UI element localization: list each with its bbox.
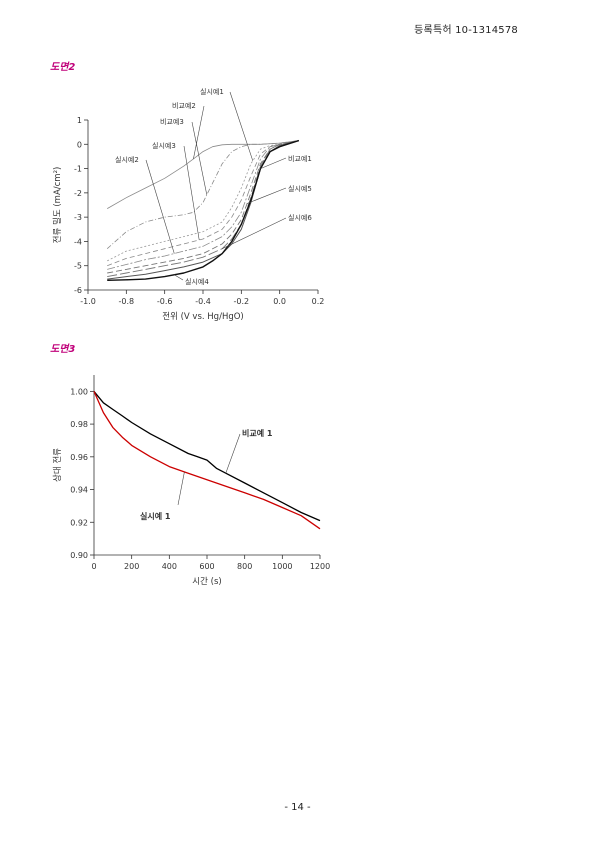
annotation-leader-4 <box>145 159 175 254</box>
x-tick-label: 1200 <box>310 562 330 571</box>
series-line-3 <box>107 140 299 267</box>
x-tick-label: 0 <box>91 562 96 571</box>
y-tick-label: 0.98 <box>70 420 88 429</box>
annotation-leader-7 <box>222 217 287 249</box>
annotation-leader-1 <box>177 471 185 506</box>
x-tick-label: 400 <box>162 562 177 571</box>
series-line-4 <box>107 140 299 270</box>
series-line-0 <box>93 390 321 522</box>
annotation-label-0: 실시예1 <box>200 87 224 96</box>
y-tick-label: -6 <box>74 286 82 295</box>
annotation-label-0: 비교예 1 <box>242 428 273 438</box>
annotation-leader-2 <box>191 121 208 195</box>
series-line-8 <box>107 139 300 281</box>
annotation-leader-5 <box>260 157 287 169</box>
x-tick-label: 1000 <box>272 562 292 571</box>
patent-number: 등록특허 10-1314578 <box>414 25 518 36</box>
annotation-label-2: 비교예3 <box>160 117 184 126</box>
y-tick-label: -3 <box>74 213 82 222</box>
annotation-label-7: 실시예6 <box>288 213 312 222</box>
x-tick-label: 0.0 <box>273 297 286 306</box>
y-tick-label: 0.94 <box>70 486 88 495</box>
series-line-1 <box>93 391 321 530</box>
y-tick-label: 1.00 <box>70 387 88 396</box>
figure-3-label: 도면3 <box>50 344 76 355</box>
annotation-label-5: 비교예1 <box>288 154 312 163</box>
x-tick-label: -0.8 <box>119 297 135 306</box>
x-tick-label: 0.2 <box>312 297 325 306</box>
x-tick-label: -0.6 <box>157 297 173 306</box>
y-tick-label: 1 <box>77 116 82 125</box>
y-axis-label: 상대 전류 <box>52 448 63 482</box>
x-tick-label: 600 <box>199 562 214 571</box>
series-line-0 <box>107 140 299 209</box>
series-line-1 <box>106 140 299 249</box>
y-tick-label: -5 <box>74 262 82 271</box>
annotation-leader-0 <box>229 91 254 161</box>
annotation-leader-1 <box>193 105 205 159</box>
x-tick-label: -0.2 <box>234 297 250 306</box>
y-tick-label: -2 <box>74 189 82 198</box>
x-tick-label: -0.4 <box>195 297 211 306</box>
y-tick-label: -1 <box>74 165 82 174</box>
x-tick-label: 800 <box>237 562 252 571</box>
x-axis-label: 시간 (s) <box>192 576 221 587</box>
x-axis-label: 전위 (V vs. Hg/HgO) <box>162 311 243 322</box>
annotation-leader-6 <box>246 187 287 204</box>
annotation-leader-3 <box>183 145 200 241</box>
annotation-label-3: 실시예3 <box>152 141 176 150</box>
x-tick-label: 200 <box>124 562 139 571</box>
figure-2-label: 도면2 <box>50 62 76 73</box>
y-tick-label: -4 <box>74 237 82 246</box>
annotation-label-8: 실시예4 <box>185 277 209 286</box>
y-tick-label: 0 <box>77 140 82 149</box>
y-tick-label: 0.90 <box>70 551 88 560</box>
annotation-leader-0 <box>225 433 241 474</box>
series-line-5 <box>107 140 299 274</box>
annotation-leader-8 <box>174 274 184 281</box>
annotation-label-1: 비교예2 <box>172 101 196 110</box>
x-tick-label: -1.0 <box>80 297 96 306</box>
y-tick-label: 0.96 <box>70 453 88 462</box>
y-tick-label: 0.92 <box>70 518 88 527</box>
annotation-label-1: 실시예 1 <box>140 511 171 521</box>
annotation-label-6: 실시예5 <box>288 184 312 193</box>
page-number: - 14 - <box>284 802 311 813</box>
annotation-label-4: 실시예2 <box>115 155 139 164</box>
series-line-2 <box>107 140 299 262</box>
series-line-6 <box>107 140 299 278</box>
y-axis-label: 전류 밀도 (mA/cm²) <box>52 167 63 244</box>
